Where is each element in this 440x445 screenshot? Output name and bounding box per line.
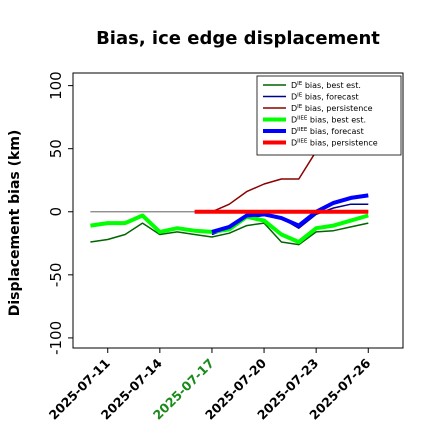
legend-label-1: DIE bias, best est. — [291, 81, 361, 90]
series-line-3 — [211, 150, 317, 213]
chart-title: Bias, ice edge displacement — [96, 28, 380, 49]
legend-label-2: DIE bias, forecast — [291, 93, 359, 102]
series-line-1 — [90, 222, 369, 246]
y-tick-label: -100 — [47, 321, 65, 355]
y-tick-label: 0 — [47, 207, 65, 217]
legend-label-4: DIIEE bias, best est. — [291, 116, 366, 125]
y-axis-label: Displacement bias (km) — [7, 130, 23, 317]
y-tick-label: 100 — [47, 71, 65, 100]
y-tick-label: 50 — [47, 139, 65, 158]
legend: DIE bias, best est. DIE bias, forecast DIE… — [256, 75, 402, 156]
legend-box — [256, 75, 402, 156]
series-line-4 — [90, 213, 369, 244]
plot-frame — [72, 72, 404, 349]
legend-label-3: DIE bias, persistence — [291, 104, 373, 113]
plot-layer — [90, 150, 369, 246]
legend-label-6: DIIEE bias, persistence — [291, 139, 378, 148]
legend-label-5: DIIEE bias, forecast — [291, 127, 364, 136]
series-line-5 — [211, 193, 369, 234]
y-tick-label: -50 — [47, 263, 65, 288]
